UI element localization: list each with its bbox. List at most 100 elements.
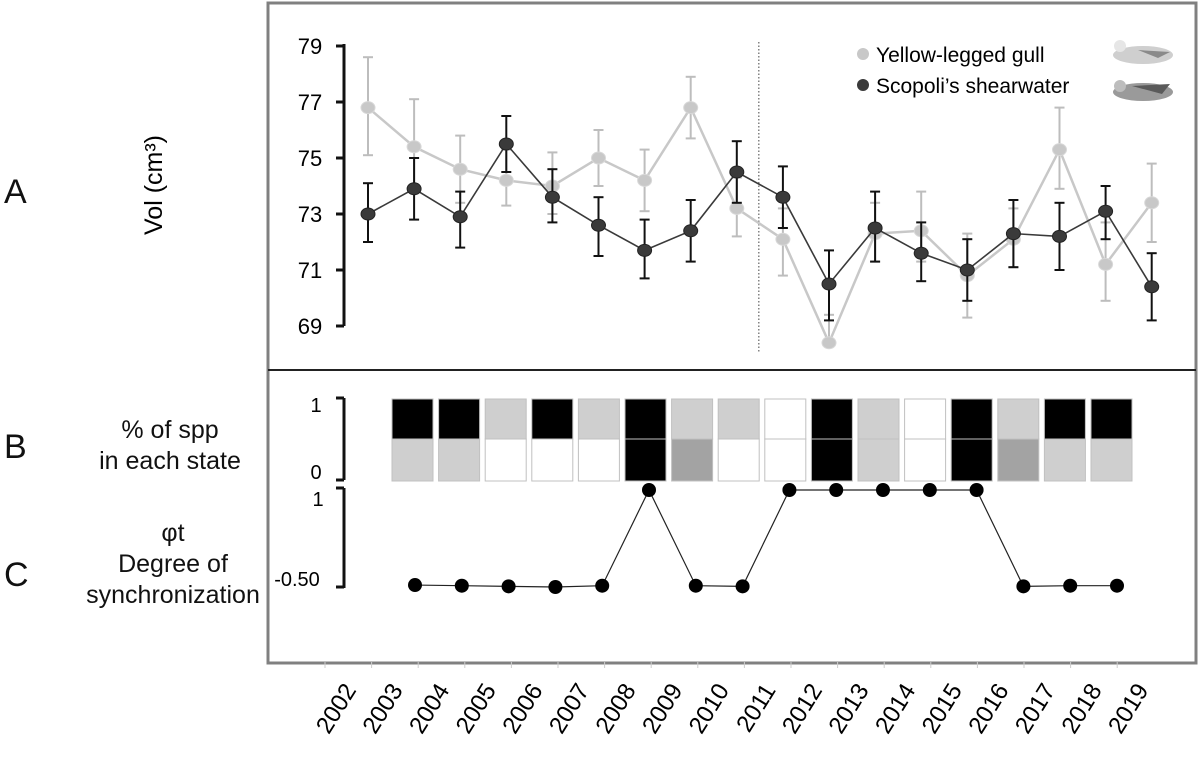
data-point xyxy=(591,218,606,232)
data-point xyxy=(360,207,376,221)
shearwater-head xyxy=(1114,80,1126,92)
state-cell-top xyxy=(1043,398,1086,440)
x-tick-label: 2003 xyxy=(357,679,408,739)
x-tick-label: 2007 xyxy=(544,679,595,739)
state-cell-top xyxy=(857,398,900,440)
panel-c-label-line3: synchronization xyxy=(86,581,260,609)
state-cells xyxy=(391,398,1133,482)
shearwater-photo-icon xyxy=(1113,80,1173,101)
x-axis: 2002200320042005200620072008200920102011… xyxy=(311,662,1154,738)
state-cell-bottom xyxy=(857,438,900,482)
panel-b-label-line1: % of spp xyxy=(121,416,219,444)
state-cell-top xyxy=(671,398,714,440)
x-tick-label: 2010 xyxy=(684,679,735,739)
state-cell-top xyxy=(531,398,574,440)
x-tick-label: 2014 xyxy=(870,679,921,739)
x-tick-label: 2009 xyxy=(637,679,688,739)
data-point xyxy=(591,151,606,165)
sync-point xyxy=(501,579,516,594)
data-point xyxy=(360,101,376,115)
legend-marker xyxy=(857,79,869,91)
gull-body xyxy=(1113,46,1173,64)
panel-c-label-line1: φt xyxy=(161,519,185,547)
y-tick-label: 77 xyxy=(298,90,322,115)
state-cell-top xyxy=(950,398,993,440)
data-point xyxy=(1144,196,1160,210)
series-shearwater xyxy=(360,115,1160,322)
panel-a-y-axis: 69 71 73 75 77 79 xyxy=(298,34,346,339)
panel-c-y-axis: 1 -0.50 xyxy=(274,486,346,591)
state-cell-top xyxy=(764,398,807,440)
data-point xyxy=(544,190,560,204)
panel-b-y-axis: 10 xyxy=(310,395,346,484)
state-cell-top xyxy=(997,398,1040,440)
sync-point xyxy=(1063,578,1078,593)
data-point xyxy=(452,210,468,224)
sync-point xyxy=(922,483,937,497)
state-cell-bottom xyxy=(577,438,620,482)
x-tick-label: 2015 xyxy=(917,679,968,739)
sync-point xyxy=(642,483,656,497)
sync-point xyxy=(1110,578,1124,593)
data-point xyxy=(637,173,653,187)
panel-c-label-line2: Degree of xyxy=(118,550,228,578)
data-point xyxy=(683,224,699,238)
x-tick-label: 2004 xyxy=(404,679,455,739)
y-tick-label: 1 xyxy=(310,395,321,417)
sync-series xyxy=(408,483,1124,594)
state-cell-top xyxy=(438,398,481,440)
y-tick-label: 73 xyxy=(298,202,322,227)
data-point xyxy=(867,221,883,235)
state-cell-bottom xyxy=(531,438,574,482)
sync-point xyxy=(969,483,984,497)
state-cell-bottom xyxy=(717,438,760,482)
sync-point xyxy=(454,578,469,593)
data-point xyxy=(1005,227,1021,241)
sync-point xyxy=(735,579,750,594)
state-cell-top xyxy=(484,398,527,440)
data-point xyxy=(406,182,422,196)
panel-b-label: % of spp in each state xyxy=(70,415,270,477)
data-point xyxy=(1052,143,1067,157)
gull-photo-icon xyxy=(1113,40,1173,64)
state-cell-bottom xyxy=(904,438,947,482)
y-tick-label: 0 xyxy=(310,462,321,484)
series-line xyxy=(367,104,1153,346)
x-tick-label: 2016 xyxy=(963,679,1014,739)
state-cell-bottom xyxy=(671,438,714,482)
y-axis-title: Vol (cm³) xyxy=(140,135,168,235)
data-point xyxy=(959,263,975,277)
state-cell-bottom xyxy=(1090,438,1133,482)
sync-point xyxy=(1016,579,1031,594)
data-point xyxy=(821,277,837,291)
data-point xyxy=(913,246,929,260)
sync-point xyxy=(876,483,890,497)
sync-point xyxy=(829,483,844,497)
y-tick-label: 1 xyxy=(312,489,323,511)
data-point xyxy=(775,190,791,204)
state-cell-bottom xyxy=(810,438,853,482)
data-point xyxy=(683,101,699,115)
panel-c-label: φt Degree of synchronization xyxy=(68,518,278,611)
legend-marker xyxy=(857,48,869,60)
x-tick-label: 2002 xyxy=(311,679,362,739)
data-point xyxy=(637,243,653,257)
panel-b-label-line2: in each state xyxy=(99,447,241,475)
series-line xyxy=(367,142,1153,288)
panel-letter-b: B xyxy=(4,428,27,466)
state-cell-top xyxy=(810,398,853,440)
x-tick-label: 2017 xyxy=(1010,679,1061,739)
data-point xyxy=(775,232,791,246)
y-tick-label: -0.50 xyxy=(274,569,320,591)
x-tick-label: 2012 xyxy=(777,679,828,739)
x-tick-label: 2006 xyxy=(497,679,548,739)
data-point xyxy=(498,137,514,151)
x-tick-label: 2013 xyxy=(823,679,874,739)
data-point xyxy=(1052,229,1067,243)
y-tick-label: 69 xyxy=(298,314,322,339)
gull-wing xyxy=(1138,50,1170,58)
state-cell-bottom xyxy=(624,438,667,482)
figure-frame xyxy=(266,1,1198,665)
y-tick-label: 71 xyxy=(298,258,322,283)
